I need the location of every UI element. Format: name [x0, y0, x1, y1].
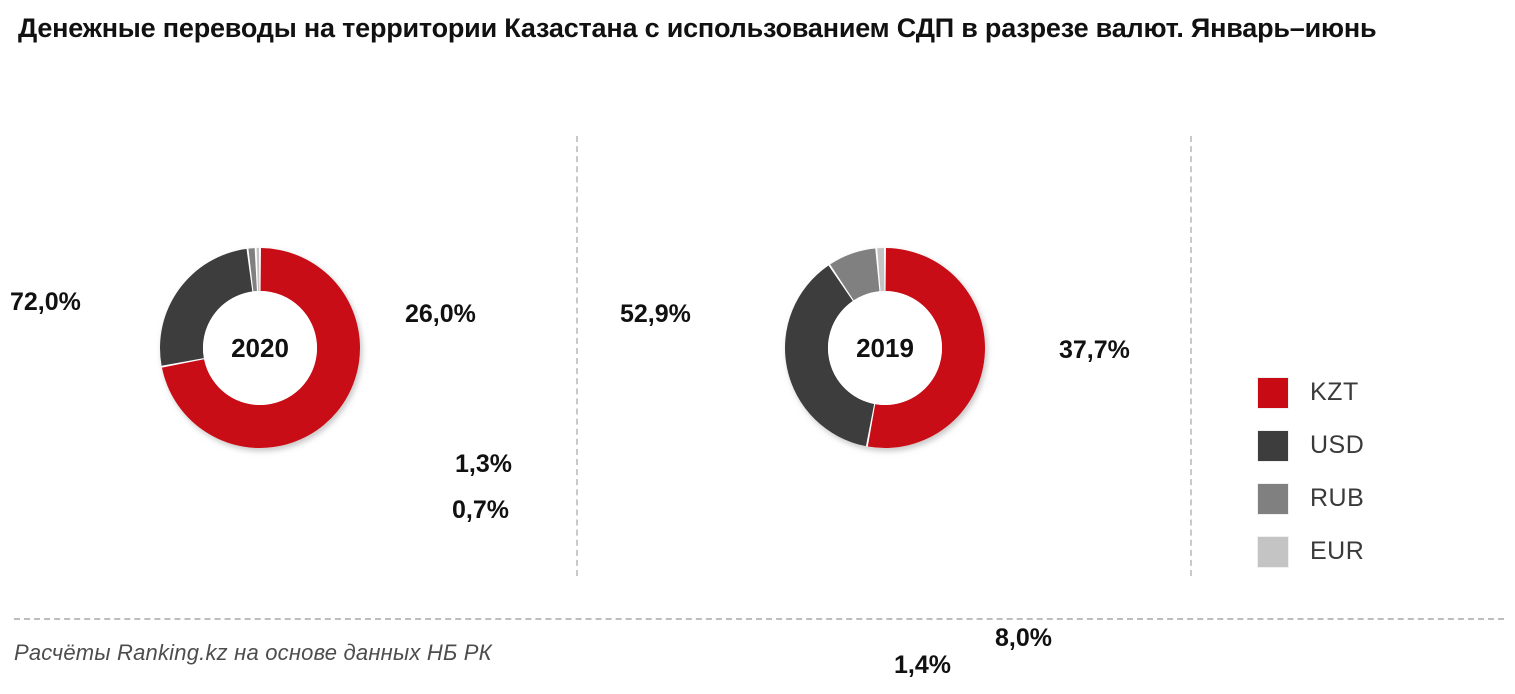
donut-2020-label-rub: 1,3%	[455, 450, 512, 478]
donut-2019-slice-kzt[interactable]	[867, 248, 986, 448]
footer-divider	[14, 618, 1504, 620]
vertical-divider-left	[576, 136, 578, 576]
donut-2019-slice-usd[interactable]	[785, 265, 875, 447]
vertical-divider-right	[1190, 136, 1192, 576]
legend-label-usd: USD	[1310, 431, 1365, 459]
donut-2019-ring	[785, 248, 986, 448]
donut-2020-slice-kzt[interactable]	[161, 248, 360, 448]
legend-swatch-kzt	[1258, 377, 1288, 408]
donut-2019-slice-rub[interactable]	[830, 248, 880, 301]
chart-legend: KZT USD RUB EUR	[1258, 366, 1488, 578]
donut-2019-label-usd: 37,7%	[1059, 336, 1130, 364]
donut-2020-svg	[160, 248, 360, 448]
donut-2020-slice-usd[interactable]	[160, 248, 253, 366]
source-note: Расчёты Ranking.kz на основе данных НБ Р…	[14, 640, 492, 665]
legend-item-rub[interactable]: RUB	[1258, 472, 1488, 525]
legend-label-rub: RUB	[1310, 484, 1365, 512]
plot-area: 2020 72,0% 26,0% 1,3% 0,7% 2019 52,9% 37…	[0, 118, 1515, 679]
donut-2019-slice-eur[interactable]	[877, 248, 885, 292]
legend-item-eur[interactable]: EUR	[1258, 525, 1488, 578]
donut-2020-ring	[160, 248, 360, 448]
page-title: Денежные переводы на территории Казастан…	[18, 13, 1377, 43]
donut-2019-slices	[785, 248, 986, 448]
donut-2019-label-kzt: 52,9%	[620, 300, 691, 328]
donut-2020-label-usd: 26,0%	[405, 300, 476, 328]
legend-item-usd[interactable]: USD	[1258, 419, 1488, 472]
legend-label-kzt: KZT	[1310, 378, 1359, 406]
donut-2019-label-eur: 1,4%	[894, 651, 951, 679]
donut-2020-slice-rub[interactable]	[248, 248, 257, 292]
donut-chart-2019: 2019	[770, 233, 1000, 463]
legend-swatch-usd	[1258, 430, 1288, 461]
donut-2020-slice-eur[interactable]	[256, 248, 260, 292]
donut-2020-label-kzt: 72,0%	[10, 288, 81, 316]
donut-chart-2020: 2020	[145, 233, 375, 463]
donut-2019-label-rub: 8,0%	[995, 624, 1052, 652]
donut-2019-svg	[785, 248, 986, 448]
donut-2020-label-eur: 0,7%	[452, 496, 509, 524]
legend-label-eur: EUR	[1310, 537, 1365, 565]
donut-2020-slices	[160, 248, 360, 448]
legend-item-kzt[interactable]: KZT	[1258, 366, 1488, 419]
legend-swatch-eur	[1258, 536, 1288, 567]
legend-swatch-rub	[1258, 483, 1288, 514]
